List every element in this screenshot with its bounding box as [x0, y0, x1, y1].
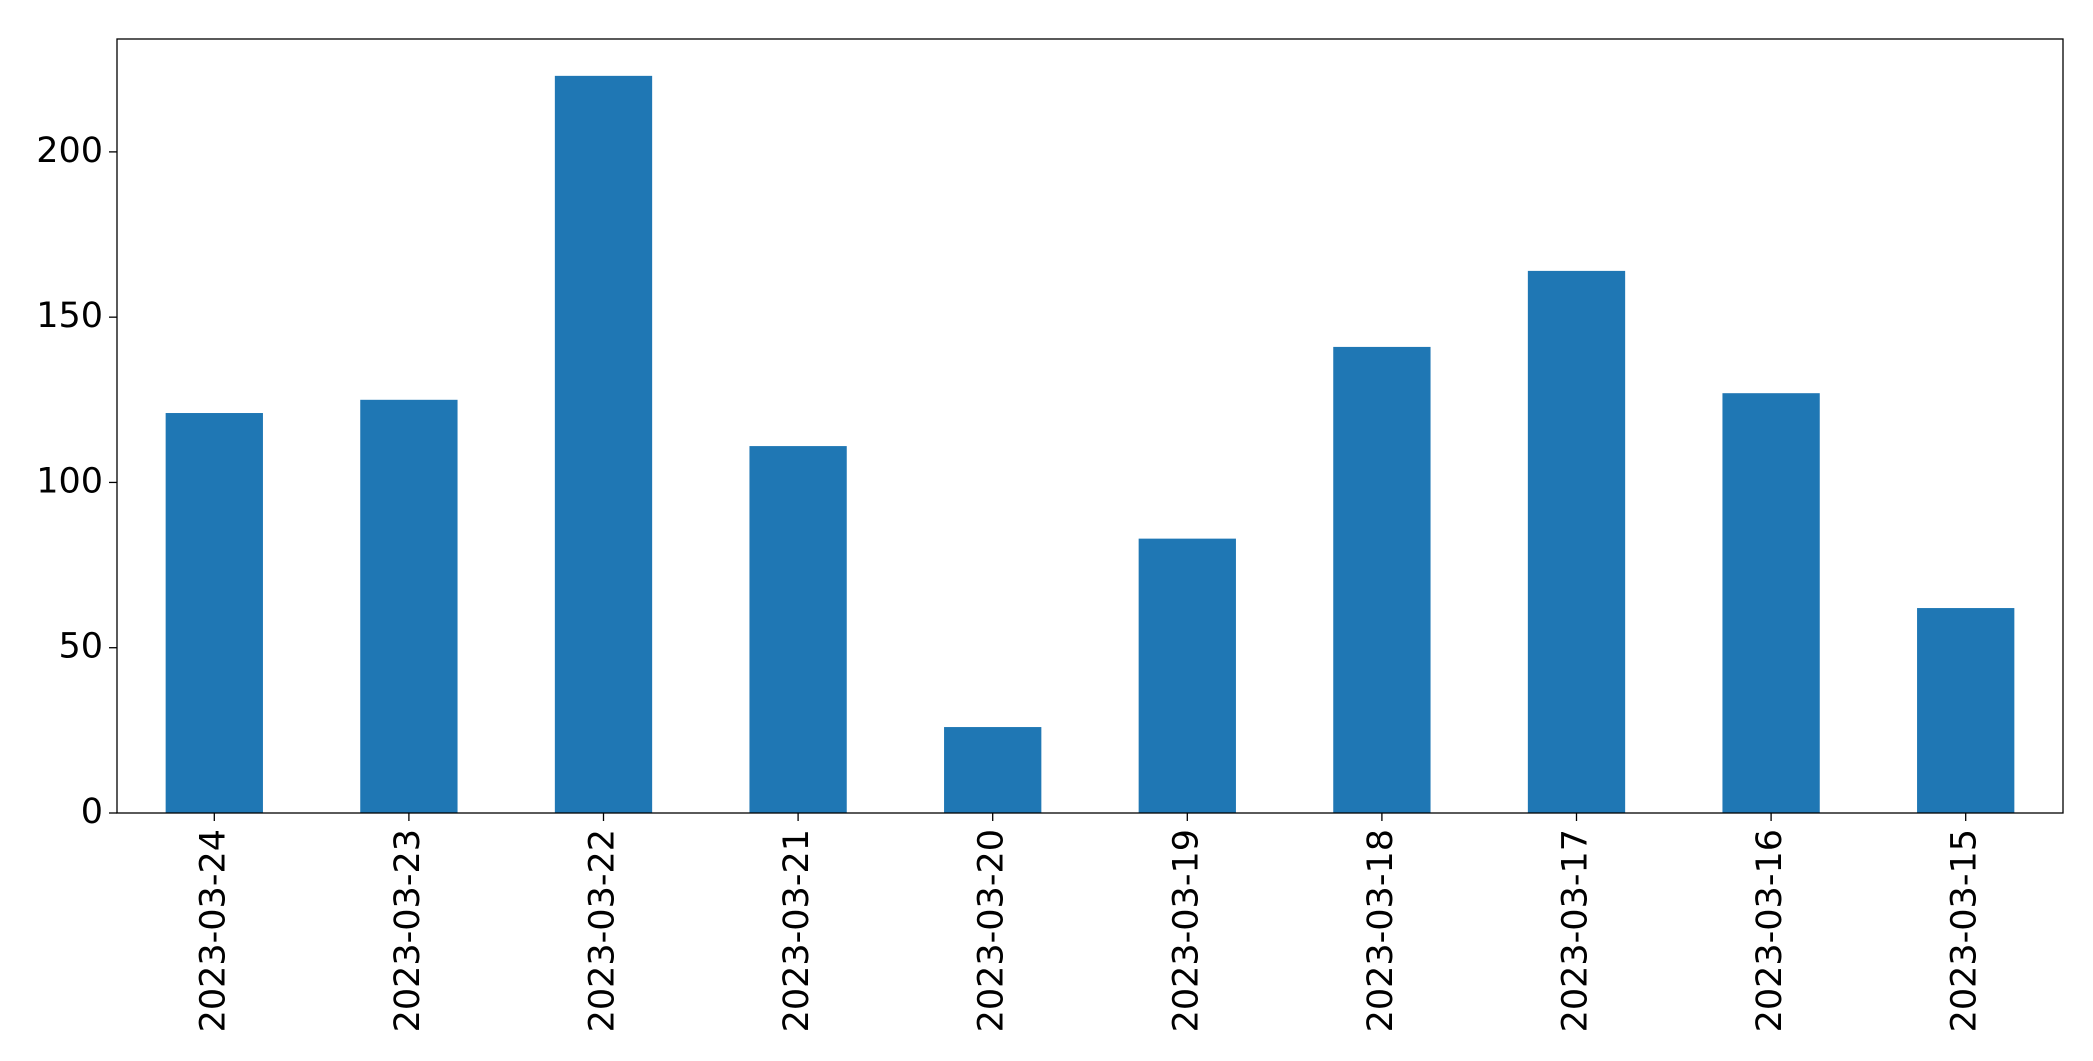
- y-tick-label: 0: [81, 792, 103, 832]
- y-tick-label: 100: [36, 461, 103, 501]
- y-tick-label: 200: [36, 131, 103, 171]
- bar: [1138, 538, 1236, 813]
- y-tick-label: 50: [58, 627, 103, 667]
- bar: [1917, 608, 2015, 813]
- x-tick-label: 2023-03-18: [1361, 829, 1401, 1032]
- bar: [1333, 346, 1431, 813]
- x-tick-label: 2023-03-16: [1750, 829, 1790, 1032]
- x-tick-label: 2023-03-22: [583, 829, 623, 1032]
- x-tick-label: 2023-03-23: [388, 829, 428, 1032]
- x-tick-label: 2023-03-19: [1166, 829, 1206, 1032]
- y-tick-label: 150: [36, 296, 103, 336]
- x-tick-label: 2023-03-15: [1945, 829, 1985, 1032]
- plot-frame: [116, 38, 2064, 814]
- x-tick-label: 2023-03-21: [777, 829, 817, 1032]
- bar: [944, 727, 1042, 813]
- bar: [360, 399, 458, 813]
- bar: [1722, 393, 1820, 813]
- bar: [749, 446, 847, 813]
- x-tick-label: 2023-03-17: [1556, 829, 1596, 1032]
- bar: [1527, 270, 1626, 813]
- bar: [554, 75, 653, 814]
- bar: [165, 413, 263, 813]
- x-tick-label: 2023-03-24: [193, 829, 233, 1032]
- x-tick-label: 2023-03-20: [972, 829, 1012, 1032]
